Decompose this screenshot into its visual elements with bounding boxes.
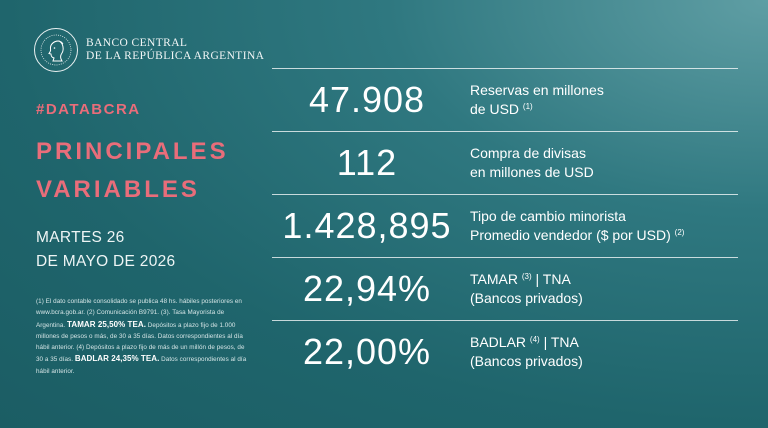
- hashtag: #DATABCRA: [36, 101, 141, 118]
- indicator-label: Compra de divisas en millones de USD: [470, 145, 594, 180]
- title-line2: VARIABLES: [36, 176, 200, 203]
- divider: [272, 257, 738, 258]
- indicator-label: Reservas en millones de USD (1): [470, 82, 604, 117]
- indicator-value: 22,00%: [302, 331, 432, 372]
- footnote-badlar: BADLAR 24,35% TEA.: [74, 354, 160, 364]
- footnote-part2: Depósitos a plazo fijo de 1.000 millones…: [36, 321, 245, 364]
- divider: [272, 194, 738, 195]
- footnote-part1: (1) El dato contable consolidado se publ…: [36, 298, 242, 329]
- bank-name-line1: BANCO CENTRAL: [86, 37, 188, 49]
- bcra-logo: BANCO CENTRAL DE LA REPÚBLICA ARGENTINA: [34, 28, 264, 72]
- footnote: (1) El dato contable consolidado se publ…: [36, 296, 250, 377]
- divider: [272, 68, 738, 69]
- indicator-value: 112: [336, 142, 398, 183]
- footnote-tamar: TAMAR 25,50% TEA.: [67, 319, 146, 329]
- divider: [272, 131, 738, 132]
- indicator-label: TAMAR (3) | TNA (Bancos privados): [470, 271, 583, 306]
- indicator-row-exchange-rate: 1.428,895 Tipo de cambio minorista Prome…: [272, 195, 738, 257]
- divider: [272, 320, 738, 321]
- indicator-value: 1.428,895: [282, 205, 452, 246]
- indicator-row-fx-purchases: 112 Compra de divisas en millones de USD: [272, 132, 738, 194]
- report-date: MARTES 26 DE MAYO DE 2026: [36, 226, 175, 274]
- page-title: PRINCIPALES VARIABLES: [36, 133, 229, 209]
- bank-name: BANCO CENTRAL DE LA REPÚBLICA ARGENTINA: [86, 37, 264, 63]
- indicator-row-badlar: 22,00% BADLAR (4) | TNA (Bancos privados…: [272, 321, 738, 383]
- date-line1: MARTES 26: [36, 229, 125, 246]
- indicator-table: 47.908 Reservas en millones de USD (1) 1…: [272, 68, 738, 383]
- republic-profile-seal-icon: [34, 28, 78, 72]
- indicator-value: 47.908: [308, 79, 426, 120]
- indicator-row-reserves: 47.908 Reservas en millones de USD (1): [272, 69, 738, 131]
- bank-name-line2: DE LA REPÚBLICA ARGENTINA: [86, 50, 265, 62]
- date-line2: DE MAYO DE 2026: [36, 253, 176, 270]
- indicator-label: BADLAR (4) | TNA (Bancos privados): [470, 334, 583, 369]
- indicator-label: Tipo de cambio minorista Promedio vended…: [470, 208, 685, 243]
- footnote-part3: Datos correspondientes al día hábil ante…: [36, 356, 247, 375]
- indicator-value: 22,94%: [302, 268, 432, 309]
- indicator-row-tamar: 22,94% TAMAR (3) | TNA (Bancos privados): [272, 258, 738, 320]
- title-line1: PRINCIPALES: [36, 138, 229, 165]
